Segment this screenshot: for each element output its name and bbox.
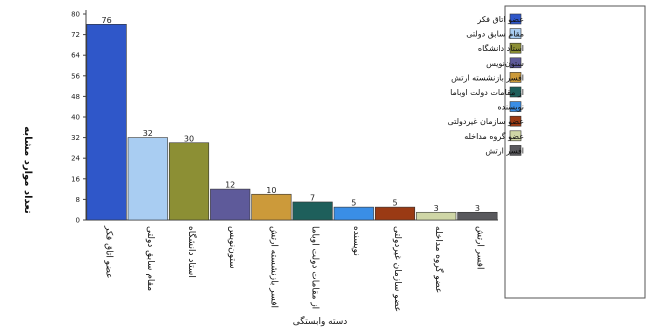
y-tick-label: 56: [71, 72, 80, 80]
y-tick-label: 48: [71, 93, 80, 101]
y-tick-label: 24: [71, 155, 80, 163]
legend-entry: نویسنده: [497, 103, 524, 112]
x-axis-title: دسته وابستگی: [293, 315, 348, 327]
bar: [292, 201, 333, 221]
bar-data-label: 12: [225, 181, 235, 190]
legend-swatch: [509, 115, 522, 127]
bar: [416, 211, 457, 221]
bar-data-label: 3: [475, 204, 480, 213]
legend-entry: افسر بازنشسته ارتش: [451, 73, 524, 82]
legend-swatch: [509, 28, 522, 39]
bar: [210, 188, 251, 221]
bar-data-label: 76: [102, 16, 112, 25]
legend-entry: عضو گروه مداخله: [464, 131, 524, 141]
x-category-label: عضو اتاق فکر: [104, 225, 114, 279]
y-tick-label: 32: [71, 134, 80, 142]
x-category-label: عضو گروه مداخله: [433, 226, 445, 293]
y-tick-label: 80: [71, 11, 80, 19]
legend-swatch: [509, 72, 522, 83]
bar-data-label: 3: [434, 204, 439, 213]
x-category-label: افسر ارتش: [474, 226, 484, 269]
y-tick-label: 40: [71, 114, 80, 122]
legend-entry: ستون‌نویس: [486, 59, 524, 68]
bar: [86, 23, 127, 221]
legend-entry: عضو اتاق فکر: [476, 15, 524, 24]
bar-data-label: 5: [351, 199, 356, 208]
bar: [127, 137, 168, 221]
bar: [374, 206, 416, 221]
x-category-label: استاد دانشگاه: [186, 226, 198, 278]
y-axis-title: تعداد موارد مشابه: [22, 126, 33, 214]
bar: [333, 206, 374, 221]
x-category-label: افسر بازنشسته ارتش: [268, 226, 278, 308]
bar: [457, 211, 498, 221]
x-category-label: عضو سازمان غیردولتی: [392, 226, 402, 312]
x-category-label: ستون‌نویس: [227, 226, 237, 269]
y-tick-label: 8: [76, 196, 80, 204]
bar-data-label: 7: [310, 193, 315, 202]
legend-entry: از مقامات دولت اوباما: [450, 88, 524, 97]
bar-data-label: 5: [392, 199, 397, 208]
legend-entry: عضو سازمان غیردولتی: [448, 117, 525, 126]
bar-data-label: 30: [184, 134, 194, 143]
legend-box: [504, 5, 646, 299]
y-tick-label: 72: [71, 31, 80, 39]
y-tick-label: 64: [71, 52, 80, 60]
bar: [251, 193, 292, 221]
bar: [168, 142, 210, 221]
legend-swatch: [509, 86, 522, 98]
legend-swatch: [509, 57, 522, 69]
x-category-label: از مقامات دولت اوباما: [310, 226, 320, 309]
legend-entry: استاد دانشگاه: [478, 43, 524, 53]
bars: 76 عضو اتاق فکر 32 مقام سابق دولتی 30 استاد د…: [86, 16, 498, 312]
legend-swatch: [509, 145, 522, 156]
y-tick-label: 16: [71, 175, 80, 183]
legend-entry: افسر ارتش: [485, 146, 524, 155]
legend-swatch: [509, 101, 522, 112]
legend-entry: مقام سابق دولتی: [466, 30, 524, 39]
bar-data-label: 32: [143, 129, 153, 138]
legend-swatch: [509, 13, 522, 25]
legend-swatch: [509, 130, 522, 142]
x-category-label: نویسنده: [351, 226, 361, 256]
bar-data-label: 10: [266, 186, 276, 195]
y-tick-label: 0: [76, 217, 80, 225]
legend: عضو اتاق فکر مقام سابق دولتی استاد دانشگاه…: [448, 5, 646, 299]
x-category-label: مقام سابق دولتی: [145, 226, 155, 291]
legend-swatch: [509, 42, 522, 54]
